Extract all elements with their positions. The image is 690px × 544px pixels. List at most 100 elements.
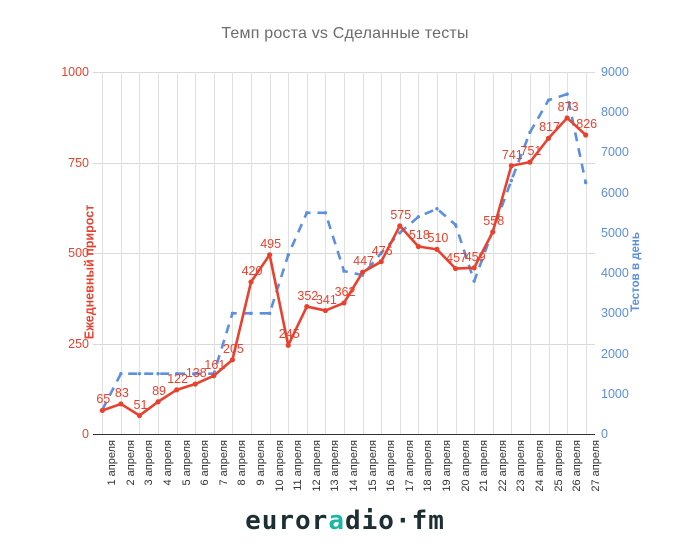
data-point-growth (155, 399, 161, 405)
category-tickline (511, 72, 513, 434)
category-tickline (585, 72, 587, 434)
gridline (93, 434, 595, 435)
x-axis-label: 5 апреля (180, 440, 193, 486)
category-tickline (176, 72, 178, 434)
x-axis-label: 17 апреля (403, 440, 416, 492)
x-axis-label: 7 апреля (217, 440, 230, 486)
logo-text-part1: euror (245, 506, 329, 536)
y-axis-right-label: 9000 (601, 65, 629, 79)
x-axis-label: 21 апреля (478, 440, 491, 492)
category-tickline (139, 72, 141, 434)
data-point-tests (305, 211, 309, 215)
category-tickline (436, 72, 438, 434)
data-point-tests (267, 311, 272, 316)
chart-title: Темп роста vs Сделанные тесты (221, 25, 469, 42)
data-point-growth (415, 243, 421, 250)
x-axis-label: 27 апреля (589, 440, 602, 492)
data-point-growth (118, 401, 124, 407)
category-tickline (288, 72, 290, 434)
category-tickline (158, 72, 160, 434)
data-point-tests (546, 98, 551, 102)
category-tickline (455, 72, 457, 434)
category-tickline (418, 72, 420, 434)
data-point-growth (248, 279, 254, 285)
x-axis-label: 14 апреля (348, 440, 360, 492)
data-label: 51 (133, 397, 148, 412)
data-label: 65 (96, 392, 111, 407)
data-point-tests (435, 207, 439, 211)
category-tickline (529, 72, 531, 434)
data-label: 341 (315, 292, 337, 307)
data-point-tests (174, 371, 179, 376)
data-label: 447 (353, 254, 375, 269)
data-label: 751 (520, 144, 542, 159)
logo-text-suffix: fm (411, 506, 445, 536)
series-line-tests (101, 92, 587, 411)
data-label: 817 (539, 120, 560, 135)
y-axis-left-label: 750 (68, 155, 89, 170)
data-point-tests (453, 223, 458, 227)
data-point-tests (230, 311, 235, 316)
series-markers-growth (99, 115, 589, 419)
data-point-growth (136, 412, 143, 419)
category-tickline (567, 72, 569, 434)
category-tickline (399, 72, 401, 434)
data-point-growth (471, 265, 477, 271)
x-axis-label: 24 апреля (533, 440, 546, 492)
x-axis-label: 25 апреля (552, 440, 565, 492)
x-axis-label: 9 апреля (255, 440, 268, 486)
data-label: 122 (167, 371, 189, 386)
euroradio-logo: euroradio·fm (0, 506, 690, 536)
x-axis-label: 3 апреля (143, 440, 156, 486)
data-point-tests (323, 211, 328, 215)
category-tickline (492, 72, 494, 434)
category-tickline (548, 72, 550, 434)
x-axis-label: 2 апреля (124, 440, 137, 486)
y-axis-left-label: 0 (82, 427, 89, 441)
data-point-growth (359, 269, 366, 275)
x-axis-label: 11 апреля (292, 440, 305, 491)
data-point-growth (322, 307, 329, 314)
data-label: 83 (114, 385, 129, 400)
x-axis-label: 16 апреля (385, 440, 398, 492)
x-axis-label: 23 апреля (515, 440, 528, 492)
data-point-growth (378, 259, 384, 265)
category-tickline (251, 72, 253, 434)
data-point-tests (528, 130, 532, 135)
y-axis-right-label: 0 (601, 427, 608, 441)
data-point-growth (192, 381, 198, 387)
data-label: 826 (576, 116, 598, 131)
y-axis-left-label: 1000 (61, 65, 89, 79)
data-point-growth (341, 300, 347, 306)
y-axis-right-label: 3000 (601, 306, 629, 321)
y-axis-right-label: 4000 (601, 266, 629, 281)
data-point-tests (379, 251, 383, 255)
data-label: 161 (204, 357, 226, 372)
x-axis-label: 18 апреля (422, 440, 435, 492)
category-tickline (325, 72, 327, 434)
data-label: 741 (501, 147, 523, 162)
data-label: 518 (408, 228, 430, 243)
category-tickline (474, 72, 476, 434)
data-point-growth (174, 387, 180, 393)
data-point-tests (565, 92, 569, 96)
data-point-growth (490, 229, 496, 235)
plot-area: 65 83 51 89 122 138 161 205 420 495 245 352 341 362 44… (93, 72, 598, 435)
y-axis-left-label: 250 (68, 336, 89, 351)
data-label: 205 (223, 341, 244, 356)
category-tickline (195, 72, 197, 434)
data-label: 575 (390, 207, 412, 222)
data-label: 89 (152, 383, 167, 398)
x-axis-label: 15 апреля (366, 440, 379, 492)
category-tickline (232, 72, 234, 434)
data-point-tests (584, 180, 588, 185)
x-axis-label: 10 апреля (273, 440, 286, 492)
data-point-growth (285, 342, 291, 348)
data-point-growth (452, 265, 459, 272)
data-label: 457 (446, 250, 467, 265)
data-point-growth (583, 132, 589, 138)
data-point-growth (545, 135, 552, 141)
x-axis-label: 22 апреля (496, 440, 509, 492)
category-tickline (120, 72, 122, 434)
y-axis-right-label: 2000 (601, 346, 629, 361)
